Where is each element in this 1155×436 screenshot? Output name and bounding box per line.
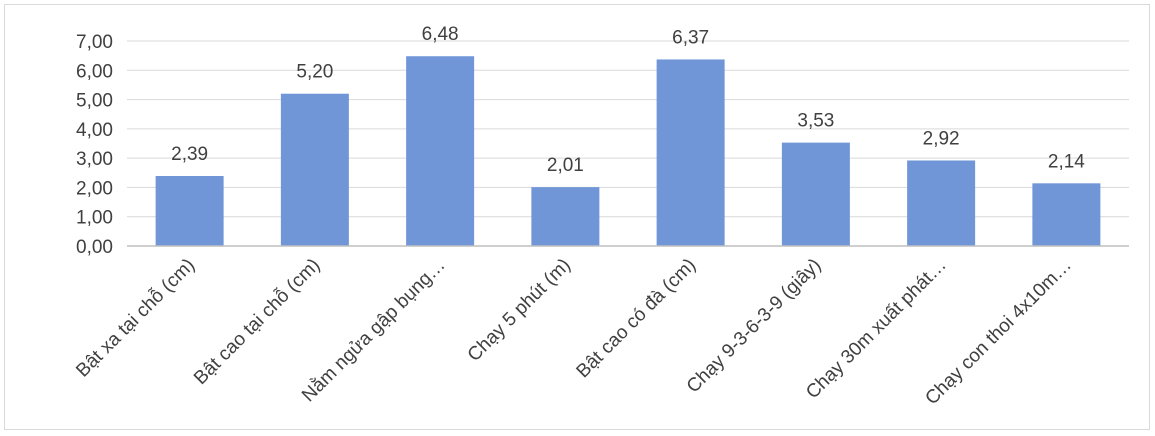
data-label: 2,92 — [923, 128, 960, 149]
category-label: Nằm ngửa gập bụng… — [297, 254, 449, 406]
chart-frame: 0,00 1,00 2,00 3,00 4,00 5,00 6,00 7,00 2,39 5,2… — [4, 4, 1150, 430]
bar — [1032, 183, 1101, 246]
bar — [406, 56, 475, 246]
gridlines — [127, 40, 1129, 218]
bar-chart: 0,00 1,00 2,00 3,00 4,00 5,00 6,00 7,00 2,39 5,2… — [72, 24, 1129, 409]
bar — [907, 160, 976, 246]
y-axis-ticks: 0,00 1,00 2,00 3,00 4,00 5,00 6,00 7,00 — [76, 32, 113, 258]
bar — [656, 59, 725, 247]
bar — [155, 176, 224, 246]
category-label: Chạy 30m xuất phát… — [802, 255, 951, 404]
category-label: Bật cao có đà (cm) — [573, 255, 701, 383]
y-tick-label: 5,00 — [76, 91, 113, 112]
y-tick-label: 7,00 — [76, 32, 113, 53]
y-tick-label: 2,00 — [76, 178, 113, 199]
data-label: 6,37 — [672, 27, 709, 48]
data-label: 5,20 — [296, 62, 333, 83]
category-label: Bật xa tại chỗ (cm) — [72, 254, 200, 382]
data-label: 2,14 — [1048, 151, 1085, 172]
bar — [531, 187, 600, 246]
y-tick-label: 3,00 — [76, 149, 113, 170]
y-tick-label: 4,00 — [76, 120, 113, 141]
data-label: 2,39 — [171, 144, 208, 165]
category-labels: Bật xa tại chỗ (cm)Bật cao tại chỗ (cm)N… — [72, 254, 1076, 409]
y-tick-label: 6,00 — [76, 61, 113, 82]
category-label: Bật cao tại chỗ (cm) — [189, 254, 324, 389]
data-labels: 2,39 5,20 6,48 2,01 6,37 3,53 2,92 2,14 — [171, 24, 1085, 176]
bar — [781, 142, 850, 246]
data-label: 2,01 — [547, 155, 584, 176]
y-tick-label: 1,00 — [76, 208, 113, 229]
data-label: 6,48 — [422, 24, 459, 45]
category-label: Chạy con thoi 4x10m… — [921, 255, 1076, 410]
bar — [280, 93, 349, 246]
category-label: Chạy 9-3-6-3-9 (giây) — [683, 255, 826, 398]
bars — [155, 56, 1101, 247]
category-label: Chạy 5 phút (m) — [464, 255, 575, 366]
data-label: 3,53 — [797, 111, 834, 132]
y-tick-label: 0,00 — [76, 237, 113, 258]
